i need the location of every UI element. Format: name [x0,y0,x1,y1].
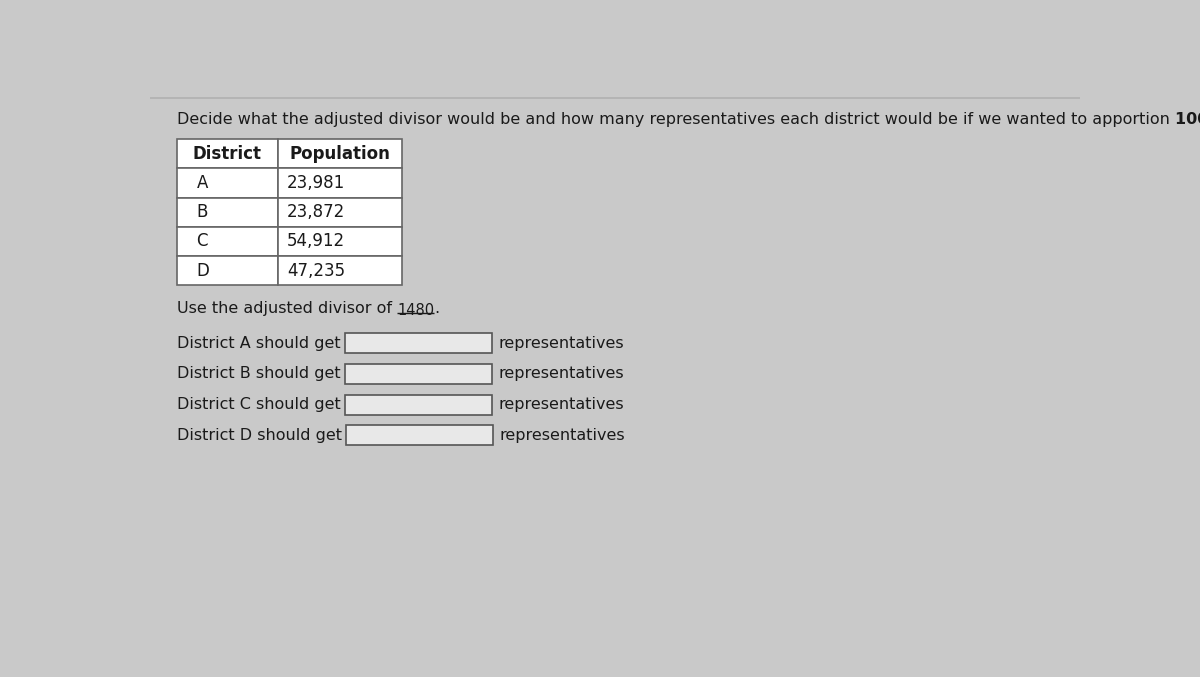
Bar [178,169,278,198]
Text: representatives: representatives [498,366,624,381]
Text: D: D [196,261,209,280]
Text: 23,872: 23,872 [287,203,346,221]
Bar [278,227,402,256]
Text: B: B [197,203,208,221]
Bar [278,169,402,198]
Text: District: District [193,145,262,162]
Text: District C should get: District C should get [178,397,341,412]
Text: Population: Population [289,145,390,162]
Bar [178,227,278,256]
Text: District D should get: District D should get [178,428,342,443]
Bar [344,364,492,384]
Text: 23,981: 23,981 [287,174,346,192]
Bar [346,425,493,445]
Text: District A should get: District A should get [178,336,341,351]
Text: .: . [434,301,439,315]
Bar [278,198,402,227]
Text: 47,235: 47,235 [287,261,346,280]
Text: Use the adjusted divisor of: Use the adjusted divisor of [178,301,397,315]
Text: Decide what the adjusted divisor would be and how many representatives each dist: Decide what the adjusted divisor would b… [178,112,1175,127]
Text: representatives: representatives [498,397,624,412]
Bar [178,139,278,169]
Bar [178,198,278,227]
Text: 1480: 1480 [397,303,434,318]
Text: 54,912: 54,912 [287,232,346,250]
Text: C: C [197,232,208,250]
Text: representatives: representatives [498,336,624,351]
Text: 100 representatives using Jef: 100 representatives using Jef [1175,112,1200,127]
Bar [178,256,278,285]
Text: A: A [197,174,208,192]
Text: District B should get: District B should get [178,366,341,381]
Text: representatives: representatives [499,428,625,443]
Bar [344,333,492,353]
Bar [344,395,492,414]
Bar [278,139,402,169]
Bar [278,256,402,285]
